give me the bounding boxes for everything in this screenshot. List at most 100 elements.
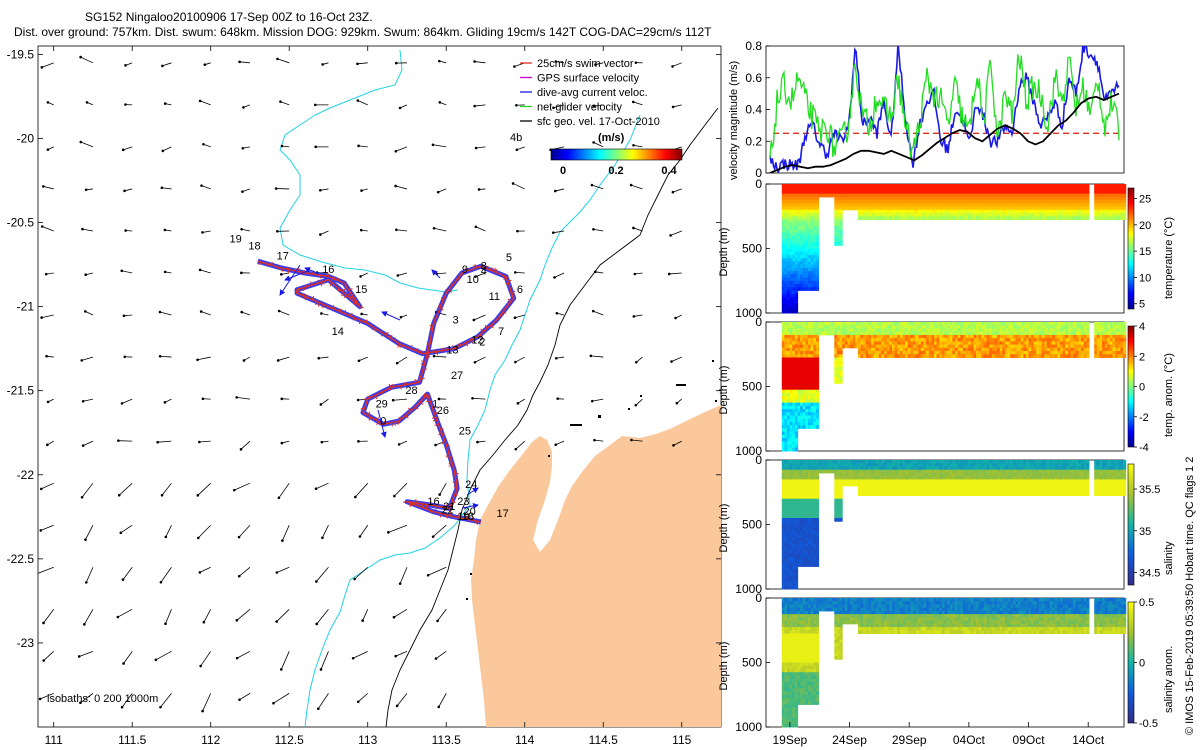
section-cell — [913, 216, 917, 220]
section-cell — [784, 248, 788, 253]
vector-arrow — [362, 609, 369, 621]
section-cell — [794, 363, 799, 368]
section-cell — [787, 380, 791, 384]
section-cell — [1018, 190, 1022, 195]
section-cell — [899, 196, 904, 201]
section-cell — [991, 193, 995, 198]
section-cell — [1083, 187, 1087, 191]
section-cell — [1081, 209, 1085, 214]
section-cell — [1028, 193, 1032, 198]
section-cell — [1102, 187, 1106, 191]
vector-arrow — [673, 440, 682, 446]
section-cell — [784, 306, 788, 311]
section-cell — [962, 354, 967, 358]
section-cell — [789, 357, 793, 362]
section-cell — [787, 492, 791, 496]
section-cell — [842, 190, 846, 195]
vector-head — [513, 271, 517, 274]
section-cell — [1025, 351, 1030, 355]
section-cell — [1086, 325, 1090, 329]
section-cell — [792, 235, 796, 240]
section-cell — [873, 338, 877, 342]
section-cell — [1012, 184, 1016, 188]
section-cell — [787, 402, 791, 407]
section-cell — [805, 328, 809, 333]
section-cell — [808, 267, 812, 272]
section-cell — [784, 566, 788, 571]
section-cell — [802, 277, 806, 282]
section-cell — [886, 328, 890, 333]
section-cell — [787, 338, 791, 342]
vector-head — [320, 440, 324, 444]
section-cell — [1065, 347, 1069, 352]
vector-arrow — [85, 311, 94, 316]
section-cell — [926, 328, 930, 333]
section-cell — [915, 206, 919, 211]
vector-head — [122, 662, 125, 665]
section-cell — [805, 184, 809, 188]
section-cell — [865, 187, 869, 191]
vector-arrow — [238, 524, 251, 538]
vector-head — [120, 705, 124, 709]
section-cell — [834, 373, 838, 378]
section-cell — [808, 200, 812, 204]
section-cell — [1070, 325, 1074, 329]
section-cell — [1018, 341, 1022, 346]
section-cell — [802, 405, 806, 410]
section-cell — [892, 190, 896, 195]
section-cell — [852, 203, 856, 207]
section-cell — [931, 331, 935, 336]
vector-head — [238, 698, 241, 702]
section-cell — [949, 193, 953, 198]
section-cell — [781, 334, 785, 339]
section-cell — [1099, 216, 1103, 220]
section-cell — [800, 267, 804, 272]
section-cell — [1044, 200, 1048, 204]
section-cell — [999, 341, 1003, 346]
section-cell — [813, 505, 817, 509]
section-cell — [860, 206, 864, 211]
section-cell — [1104, 213, 1108, 217]
vector-arrow — [476, 146, 486, 149]
vector-head — [357, 144, 360, 148]
section-cell — [797, 258, 801, 262]
section-cell — [936, 347, 940, 352]
section-cell — [839, 476, 843, 480]
section-cell — [941, 184, 946, 188]
section-cell — [829, 325, 833, 329]
section-cell — [873, 184, 877, 188]
section-cell — [784, 274, 788, 278]
vector-arrow — [316, 567, 329, 582]
section-cell — [810, 537, 814, 542]
section-cell — [789, 514, 793, 519]
section-cell — [802, 325, 806, 329]
vector-head — [387, 531, 390, 534]
swim-vector — [455, 478, 459, 483]
swim-vector — [429, 340, 432, 345]
section-cell — [1007, 325, 1011, 329]
section-cell — [781, 392, 785, 397]
section-cell — [1070, 213, 1074, 217]
vector-head — [40, 66, 44, 69]
section-cell — [952, 184, 956, 188]
section-cell — [1010, 351, 1014, 355]
swim-vector — [431, 416, 436, 420]
section-cell — [815, 193, 820, 198]
section-cell — [792, 563, 796, 567]
section-cell — [1120, 351, 1124, 355]
vector-arrow — [555, 440, 565, 446]
section-cell — [794, 524, 799, 529]
section-cell — [839, 479, 843, 484]
vector-arrow — [80, 141, 94, 148]
section-cell — [871, 344, 875, 349]
section-cell — [1023, 187, 1027, 191]
map-ytick-label: -19.5 — [7, 47, 35, 61]
swim-vector — [375, 395, 378, 400]
section-cell — [789, 563, 793, 567]
section-cell — [792, 274, 796, 278]
swim-vector — [507, 298, 512, 303]
vector-arrow — [200, 651, 212, 667]
section-cell — [952, 325, 956, 329]
section-cell — [847, 479, 851, 484]
section-cell — [997, 351, 1001, 355]
